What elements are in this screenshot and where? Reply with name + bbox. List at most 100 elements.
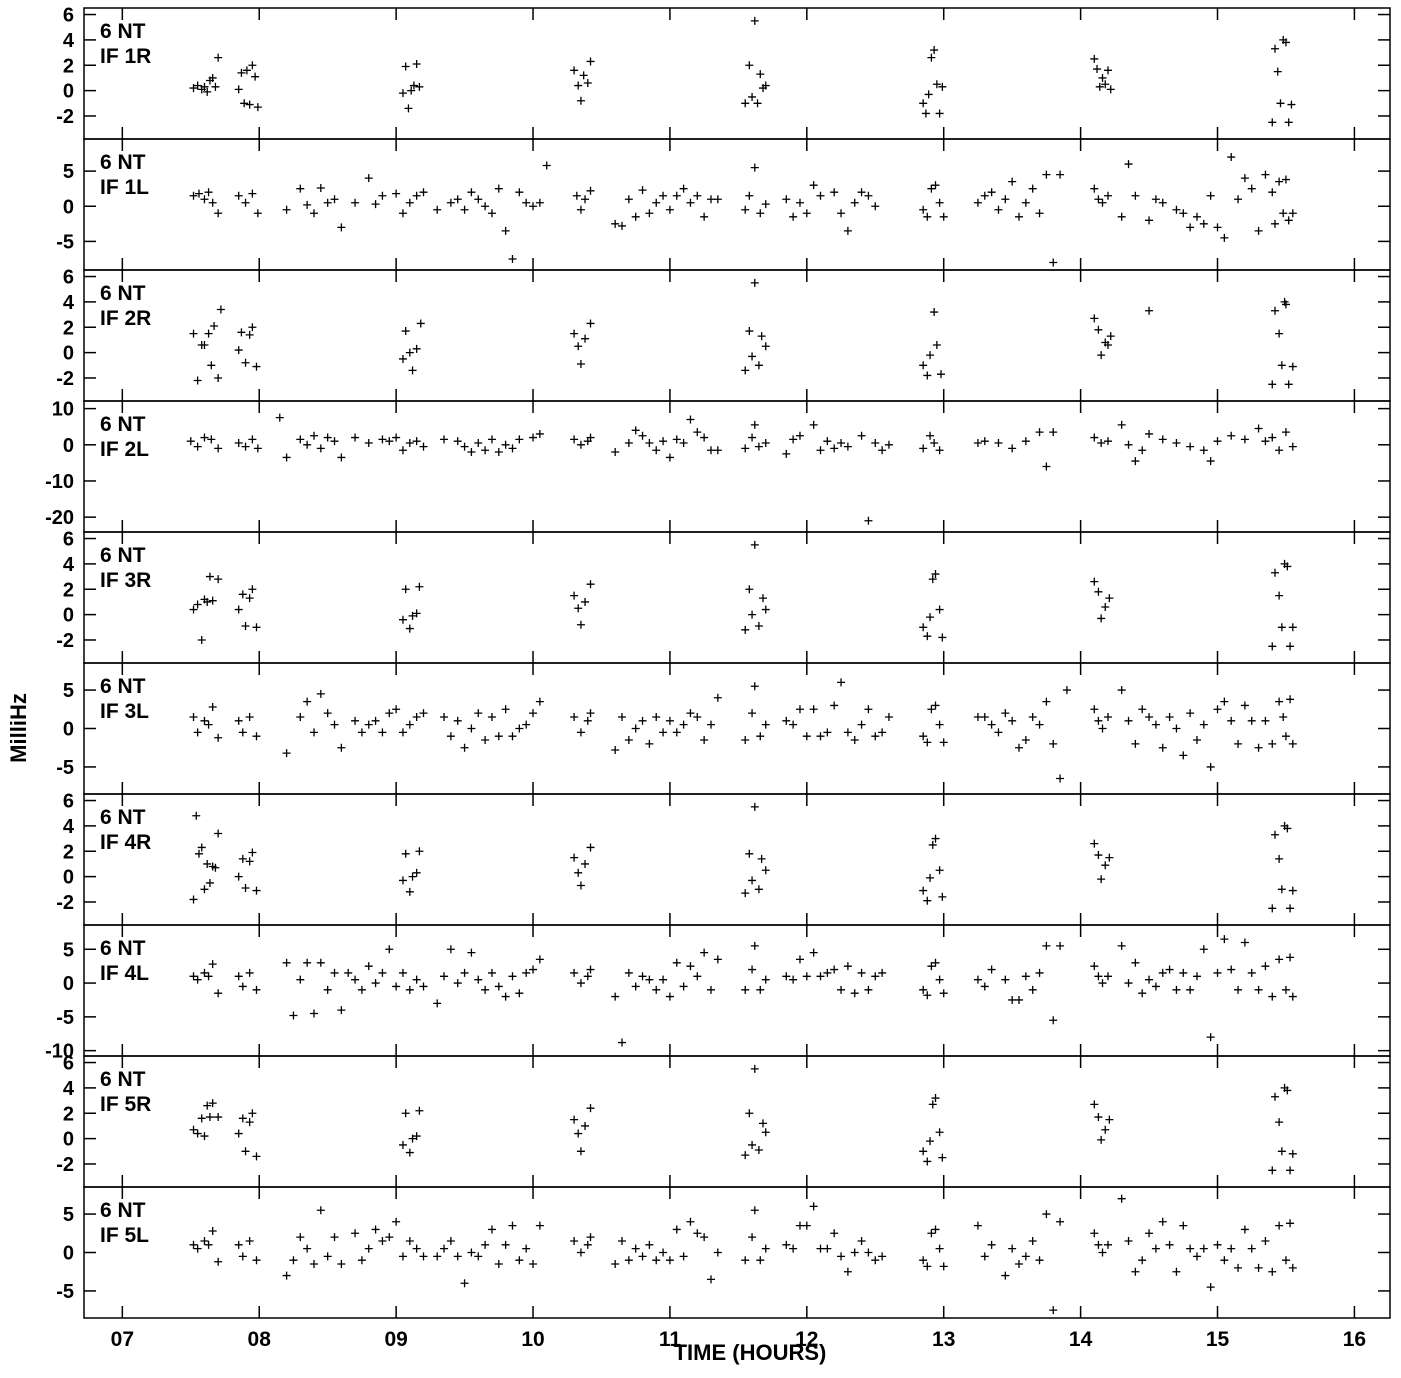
data-point	[1105, 853, 1114, 862]
data-point	[1138, 1256, 1147, 1265]
y-tick-label: 2	[63, 579, 74, 601]
data-point	[611, 992, 620, 1001]
data-point	[830, 188, 839, 197]
data-point	[1090, 54, 1099, 63]
data-point	[248, 1109, 257, 1118]
data-point	[371, 979, 380, 988]
data-point	[741, 205, 750, 214]
data-point	[344, 968, 353, 977]
data-point	[939, 1262, 948, 1271]
data-point	[467, 724, 476, 733]
data-point	[1028, 712, 1037, 721]
data-point	[193, 81, 202, 90]
data-point	[618, 1038, 627, 1047]
data-point	[1138, 705, 1147, 714]
data-point	[748, 709, 757, 718]
panel-station-label: 6 NT	[100, 675, 146, 698]
data-point	[337, 1006, 346, 1015]
y-tick-label: -5	[56, 1281, 74, 1303]
data-point	[204, 188, 213, 197]
data-point	[1261, 437, 1270, 446]
data-point	[931, 1225, 940, 1234]
data-point	[706, 985, 715, 994]
data-point	[638, 431, 647, 440]
data-point	[1199, 446, 1208, 455]
data-point	[1103, 972, 1112, 981]
data-point	[686, 962, 695, 971]
data-point	[931, 834, 940, 843]
data-point	[535, 955, 544, 964]
data-point	[252, 1152, 261, 1161]
data-point	[935, 109, 944, 118]
data-point	[1094, 716, 1103, 725]
data-point	[234, 438, 243, 447]
data-point	[1227, 716, 1236, 725]
data-point	[935, 605, 944, 614]
data-point	[401, 1109, 410, 1118]
panel-station-label: 6 NT	[100, 544, 146, 567]
data-point	[234, 85, 243, 94]
data-point	[241, 198, 250, 207]
data-point	[931, 181, 940, 190]
x-tick-label: 14	[1069, 1328, 1093, 1351]
panel-station-label: 6 NT	[100, 151, 146, 174]
data-point	[830, 1229, 839, 1238]
data-point	[570, 591, 579, 600]
data-point	[186, 437, 195, 446]
data-point	[750, 941, 759, 950]
data-point	[1117, 420, 1126, 429]
data-point	[802, 972, 811, 981]
data-point	[1268, 739, 1277, 748]
data-point	[935, 866, 944, 875]
data-point	[938, 633, 947, 642]
data-point	[586, 186, 595, 195]
data-point	[576, 620, 585, 629]
data-point	[1172, 205, 1181, 214]
data-point	[837, 438, 846, 447]
data-point	[241, 358, 250, 367]
data-point	[1090, 1229, 1099, 1238]
data-point	[1097, 438, 1106, 447]
data-point	[1254, 743, 1263, 752]
data-point	[1240, 435, 1249, 444]
data-point	[1286, 953, 1295, 962]
data-point	[303, 200, 312, 209]
data-point	[659, 191, 668, 200]
data-point	[745, 191, 754, 200]
data-point	[316, 958, 325, 967]
data-point	[412, 609, 421, 618]
data-point	[1049, 258, 1058, 267]
data-point	[1206, 1033, 1215, 1042]
data-point	[884, 712, 893, 721]
data-point	[481, 736, 490, 745]
data-point	[1124, 1236, 1133, 1245]
data-point	[570, 968, 579, 977]
data-point	[754, 361, 763, 370]
data-point	[515, 724, 524, 733]
data-point	[1021, 198, 1030, 207]
data-point	[1008, 995, 1017, 1004]
data-point	[200, 195, 209, 204]
data-point	[1103, 712, 1112, 721]
data-point	[494, 448, 503, 457]
data-point	[351, 1229, 360, 1238]
data-point	[1179, 968, 1188, 977]
data-point	[706, 1275, 715, 1284]
data-point	[1268, 992, 1277, 1001]
data-point	[837, 209, 846, 218]
data-point	[529, 1260, 538, 1269]
data-point	[303, 440, 312, 449]
data-point	[238, 854, 247, 863]
data-point	[1281, 38, 1290, 47]
data-point	[1268, 642, 1277, 651]
data-point	[927, 184, 936, 193]
data-point	[193, 1244, 202, 1253]
data-point	[316, 183, 325, 192]
data-point	[189, 191, 198, 200]
data-point	[745, 1109, 754, 1118]
y-tick-label: 4	[63, 554, 75, 576]
data-point	[1279, 712, 1288, 721]
data-point	[1145, 429, 1154, 438]
data-point	[1021, 736, 1030, 745]
